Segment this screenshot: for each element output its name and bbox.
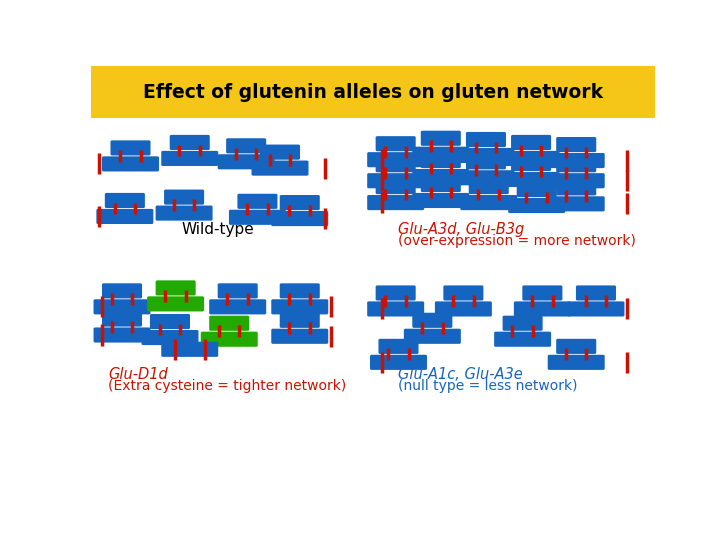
FancyBboxPatch shape	[237, 194, 277, 209]
Text: Glu-A1c, Glu-A3e: Glu-A1c, Glu-A3e	[398, 367, 523, 382]
Text: Effect of glutenin alleles on gluten network: Effect of glutenin alleles on gluten net…	[143, 82, 604, 102]
FancyBboxPatch shape	[466, 132, 506, 147]
FancyBboxPatch shape	[141, 330, 199, 345]
FancyBboxPatch shape	[460, 195, 518, 210]
FancyBboxPatch shape	[502, 151, 560, 166]
FancyBboxPatch shape	[556, 180, 596, 195]
FancyBboxPatch shape	[150, 314, 190, 329]
FancyBboxPatch shape	[376, 286, 416, 300]
FancyBboxPatch shape	[404, 329, 461, 344]
FancyBboxPatch shape	[147, 296, 204, 311]
FancyBboxPatch shape	[201, 331, 258, 347]
FancyBboxPatch shape	[280, 195, 320, 210]
FancyBboxPatch shape	[502, 172, 560, 187]
FancyBboxPatch shape	[457, 170, 515, 185]
FancyBboxPatch shape	[412, 147, 470, 162]
FancyBboxPatch shape	[547, 173, 605, 188]
FancyBboxPatch shape	[522, 286, 563, 300]
FancyBboxPatch shape	[412, 169, 470, 184]
Text: (Extra cysteine = tighter network): (Extra cysteine = tighter network)	[108, 379, 347, 393]
FancyBboxPatch shape	[376, 136, 416, 151]
FancyBboxPatch shape	[272, 211, 328, 226]
FancyBboxPatch shape	[508, 198, 565, 213]
FancyBboxPatch shape	[547, 153, 605, 168]
FancyBboxPatch shape	[421, 177, 461, 192]
FancyBboxPatch shape	[576, 286, 616, 300]
FancyBboxPatch shape	[412, 193, 470, 208]
FancyBboxPatch shape	[260, 145, 300, 159]
FancyBboxPatch shape	[556, 157, 596, 173]
FancyBboxPatch shape	[105, 193, 145, 208]
FancyBboxPatch shape	[93, 328, 151, 342]
FancyBboxPatch shape	[412, 313, 452, 328]
FancyBboxPatch shape	[421, 130, 461, 146]
FancyBboxPatch shape	[156, 205, 213, 221]
FancyBboxPatch shape	[443, 286, 483, 300]
FancyBboxPatch shape	[367, 301, 424, 317]
FancyBboxPatch shape	[156, 280, 196, 295]
FancyBboxPatch shape	[547, 355, 605, 370]
FancyBboxPatch shape	[218, 283, 258, 299]
FancyBboxPatch shape	[547, 196, 605, 211]
Text: Glu-D1d: Glu-D1d	[108, 367, 167, 382]
FancyBboxPatch shape	[218, 154, 274, 169]
FancyBboxPatch shape	[379, 339, 419, 354]
FancyBboxPatch shape	[170, 135, 210, 150]
FancyBboxPatch shape	[514, 301, 571, 317]
FancyBboxPatch shape	[367, 152, 424, 167]
FancyBboxPatch shape	[93, 299, 151, 314]
FancyBboxPatch shape	[91, 66, 655, 118]
FancyBboxPatch shape	[502, 316, 542, 331]
FancyBboxPatch shape	[367, 173, 424, 188]
FancyBboxPatch shape	[280, 313, 320, 328]
Text: Glu-A3d, Glu-B3g: Glu-A3d, Glu-B3g	[398, 222, 525, 237]
FancyBboxPatch shape	[435, 301, 492, 317]
FancyBboxPatch shape	[229, 210, 286, 225]
FancyBboxPatch shape	[272, 329, 328, 344]
FancyBboxPatch shape	[517, 182, 557, 197]
FancyBboxPatch shape	[511, 156, 551, 171]
FancyBboxPatch shape	[376, 157, 416, 173]
FancyBboxPatch shape	[511, 135, 551, 150]
FancyBboxPatch shape	[567, 301, 625, 317]
FancyBboxPatch shape	[367, 195, 424, 210]
Text: Wild-type: Wild-type	[181, 222, 254, 237]
FancyBboxPatch shape	[457, 148, 515, 163]
FancyBboxPatch shape	[102, 283, 142, 299]
FancyBboxPatch shape	[421, 153, 461, 168]
Text: (over-expression = more network): (over-expression = more network)	[398, 234, 636, 248]
FancyBboxPatch shape	[161, 342, 218, 357]
FancyBboxPatch shape	[102, 156, 159, 171]
FancyBboxPatch shape	[370, 355, 427, 370]
FancyBboxPatch shape	[556, 339, 596, 354]
FancyBboxPatch shape	[164, 189, 204, 205]
FancyBboxPatch shape	[209, 299, 266, 314]
FancyBboxPatch shape	[111, 140, 151, 156]
FancyBboxPatch shape	[466, 154, 506, 169]
Text: (null type = less network): (null type = less network)	[398, 379, 578, 393]
FancyBboxPatch shape	[251, 161, 309, 176]
FancyBboxPatch shape	[226, 138, 266, 153]
FancyBboxPatch shape	[96, 209, 154, 224]
FancyBboxPatch shape	[102, 311, 142, 327]
FancyBboxPatch shape	[469, 179, 509, 194]
FancyBboxPatch shape	[556, 137, 596, 152]
FancyBboxPatch shape	[376, 179, 416, 194]
FancyBboxPatch shape	[494, 331, 551, 347]
FancyBboxPatch shape	[280, 283, 320, 299]
FancyBboxPatch shape	[161, 151, 218, 166]
FancyBboxPatch shape	[272, 299, 328, 314]
FancyBboxPatch shape	[209, 316, 249, 331]
